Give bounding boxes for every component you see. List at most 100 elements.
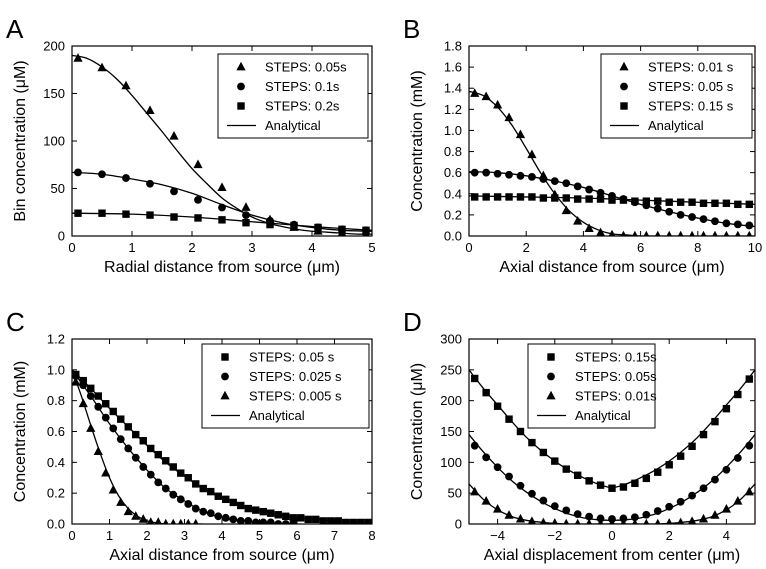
y-tick-label: 1.8 — [444, 39, 462, 54]
circle-data-point — [528, 172, 536, 181]
series-square-points — [72, 370, 372, 524]
circle-data-point — [562, 179, 571, 188]
square-data-point — [244, 504, 252, 513]
circle-data-point — [550, 502, 559, 511]
triangle-data-point — [147, 517, 155, 524]
square-data-point — [745, 200, 753, 209]
triangle-data-point — [145, 105, 155, 114]
triangle-data-point — [73, 53, 83, 62]
y-axis-label: Concentration (μM) — [409, 363, 426, 500]
y-tick-label: 0.0 — [47, 517, 65, 532]
square-data-point — [676, 198, 685, 206]
square-data-point — [319, 517, 327, 524]
legend-entry: STEPS: 0.01s — [546, 389, 657, 404]
circle-data-point — [722, 219, 731, 228]
y-tick-label: 0.8 — [47, 393, 65, 408]
circle-data-point — [170, 187, 178, 196]
x-tick-label: 6 — [293, 528, 300, 543]
circle-data-point — [676, 497, 685, 506]
square-data-point — [252, 506, 260, 514]
square-data-point — [688, 442, 696, 450]
legend-square-swatch — [547, 353, 555, 361]
x-tick-label: 0 — [465, 240, 472, 255]
legend-label: STEPS: 0.05 s — [249, 350, 335, 365]
y-tick-label: 1.6 — [444, 60, 462, 75]
triangle-data-point — [643, 518, 650, 524]
square-data-point — [289, 514, 297, 522]
triangle-data-point — [185, 518, 192, 524]
legend-entry: STEPS: 0.15 s — [620, 99, 734, 114]
legend-entry: STEPS: 0.05 s — [221, 350, 335, 365]
circle-data-point — [146, 470, 155, 479]
circle-data-point — [505, 472, 513, 481]
y-tick-label: 200 — [440, 393, 462, 408]
square-data-point — [596, 195, 605, 203]
square-data-point — [631, 479, 639, 487]
circle-data-point — [470, 441, 479, 450]
circle-data-point — [161, 484, 170, 493]
triangle-data-point — [241, 202, 251, 211]
legend-entry: STEPS: 0.1s — [237, 79, 340, 94]
square-data-point — [654, 197, 662, 205]
x-axis-label: Axial distance from source (μm) — [109, 547, 334, 564]
square-data-point — [139, 437, 147, 445]
triangle-data-point — [481, 495, 491, 505]
square-data-point — [314, 223, 322, 232]
legend-entry: STEPS: 0.05 s — [620, 79, 734, 94]
square-data-point — [539, 448, 548, 457]
square-data-point — [154, 450, 162, 459]
series-triangle-points — [72, 376, 199, 524]
square-data-point — [516, 427, 525, 436]
square-data-point — [229, 498, 237, 507]
panel-d: D −4 −2 0 2 4 0 50 100 150 200 250 300 Axial displace… — [403, 307, 756, 564]
triangle-data-point — [493, 504, 503, 513]
circle-data-point — [562, 506, 571, 515]
circle-data-point — [699, 484, 708, 493]
x-tick-label: 1 — [128, 240, 135, 255]
square-data-point — [642, 474, 651, 483]
circle-data-point — [573, 182, 582, 191]
series-square-points — [471, 374, 753, 492]
circle-data-point — [289, 520, 298, 524]
circle-data-point — [653, 204, 662, 213]
x-tick-label: −2 — [547, 528, 562, 543]
square-data-point — [551, 457, 559, 465]
circle-data-point — [585, 512, 594, 521]
circle-data-point — [585, 185, 594, 194]
circle-data-point — [733, 454, 742, 462]
triangle-data-point — [687, 516, 697, 524]
x-tick-label: −4 — [490, 528, 505, 543]
triangle-data-point — [620, 518, 627, 524]
x-tick-label: 5 — [368, 240, 375, 255]
triangle-data-point — [746, 230, 753, 236]
circle-data-point — [493, 169, 502, 178]
circle-data-point — [122, 174, 130, 182]
legend-triangle-swatch — [220, 390, 230, 400]
y-axis-label: Bin concentration (μM) — [12, 60, 29, 221]
triangle-data-point — [192, 518, 199, 524]
circle-data-point — [131, 453, 140, 462]
legend-label: STEPS: 0.15 s — [648, 99, 734, 114]
axes-frame — [468, 45, 756, 237]
y-tick-label: 0.2 — [444, 207, 462, 222]
triangle-data-point — [170, 518, 177, 524]
triangle-data-point — [116, 497, 126, 506]
y-tick-label: 1.2 — [47, 332, 65, 347]
triangle-data-point — [123, 506, 133, 516]
triangle-data-point — [121, 80, 131, 90]
y-tick-label: 1.2 — [444, 102, 462, 117]
triangle-data-point — [586, 518, 592, 524]
legend-circle-swatch — [620, 82, 628, 91]
x-axis-label: Radial distance from source (μm) — [104, 259, 340, 276]
circle-data-point — [72, 372, 80, 380]
x-tick-label: 3 — [181, 528, 188, 543]
square-data-point — [87, 384, 95, 393]
legend-entry: Analytical — [227, 118, 321, 133]
triangle-data-point — [632, 230, 638, 236]
square-data-point — [665, 461, 673, 469]
square-data-point — [482, 193, 490, 201]
square-data-point — [562, 194, 570, 202]
circle-data-point — [745, 441, 754, 450]
square-data-point — [688, 198, 696, 206]
